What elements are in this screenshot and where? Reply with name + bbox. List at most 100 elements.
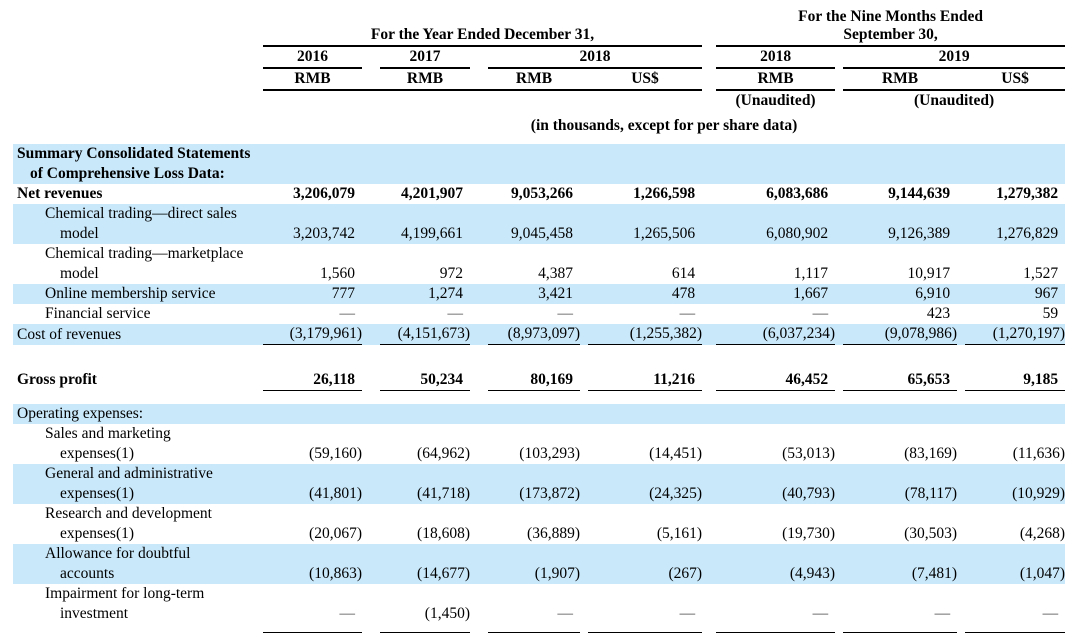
table-row: Gross profit 26,118 50,234 80,169 11,216 46,4… <box>13 356 1066 391</box>
cell-value: (4,268) <box>1019 525 1066 542</box>
unaudited-label-2019: (Unaudited) <box>914 92 995 109</box>
year-ended-group-title: For the Year Ended December 31, <box>370 25 595 43</box>
column-gap <box>580 544 588 584</box>
group-gap <box>702 46 716 68</box>
cell-value: 1,527 <box>1023 265 1059 282</box>
cell-value: 1,667 <box>793 285 829 302</box>
cell-value: (20,067) <box>309 525 362 542</box>
column-gap <box>835 324 843 345</box>
cell-value <box>588 404 702 424</box>
cell-value: 1,276,829 <box>996 225 1059 242</box>
cell-value: (6,037,234) <box>716 324 836 345</box>
cell-value: 478 <box>671 285 696 302</box>
cell-value: (267) <box>668 565 703 582</box>
currency-label: RMB <box>380 68 470 91</box>
row-label: Online membership service <box>13 284 263 304</box>
column-gap <box>957 304 965 324</box>
column-gap <box>835 46 843 68</box>
column-gap <box>580 68 588 91</box>
spacer-cell <box>13 111 263 144</box>
column-gap <box>957 584 965 632</box>
column-gap <box>362 584 380 632</box>
table-row: Sales and marketing expenses(1) (59,160) (6… <box>13 424 1066 464</box>
row-label: Sales and marketing expenses(1) <box>13 424 263 464</box>
cell-value: 3,203,742 <box>293 225 355 242</box>
row-label-line: Impairment for long-term <box>45 585 205 602</box>
cell-value: — <box>339 305 356 322</box>
cell-value: (3,179,961) <box>263 324 362 345</box>
row-label-line: investment <box>60 605 129 622</box>
cell-value: 46,452 <box>716 356 836 391</box>
column-gap <box>580 204 588 244</box>
row-label: Research and development expenses(1) <box>13 504 263 544</box>
cell-value: (40,793) <box>782 485 836 502</box>
column-gap <box>362 304 380 324</box>
currency-label: RMB <box>263 68 362 91</box>
column-gap <box>470 46 488 68</box>
year-col-2017: 2017 <box>380 46 470 69</box>
cell-value: 1,265,506 <box>633 225 696 242</box>
row-label-line: expenses(1) <box>60 445 135 462</box>
cell-value: 9,185 <box>965 356 1066 391</box>
header-group-row: For the Year Ended December 31, For the … <box>13 0 1066 47</box>
column-gap <box>835 284 843 304</box>
cell-value: (7,481) <box>911 565 958 582</box>
group-gap <box>702 68 716 90</box>
column-gap <box>957 404 965 424</box>
column-gap <box>470 144 488 184</box>
header-unaudited-row: (Unaudited) (Unaudited) <box>13 90 1065 111</box>
row-label: Chemical trading—direct sales model <box>13 204 263 244</box>
row-label: Chemical trading—marketplace model <box>13 244 263 284</box>
column-gap <box>470 324 488 345</box>
table-row: Operating expenses: <box>13 404 1066 424</box>
row-label-line: model <box>60 225 99 242</box>
column-gap <box>362 357 380 391</box>
year-col-2019: 2019 <box>843 46 1066 69</box>
spacer-cell <box>13 0 263 46</box>
cell-value: (8,973,097) <box>488 324 580 345</box>
table-row: Financial service — — — — — 423 59 <box>13 304 1066 324</box>
column-gap <box>702 244 716 284</box>
unaudited-label-2018: (Unaudited) <box>735 92 816 109</box>
cell-value: (19,730) <box>782 525 836 542</box>
row-label: Cost of revenues <box>13 324 263 345</box>
column-gap <box>957 144 965 184</box>
cell-value: — <box>716 584 836 633</box>
column-gap <box>362 464 380 504</box>
cell-value: 80,169 <box>488 356 580 391</box>
column-gap <box>580 404 588 424</box>
column-gap <box>835 304 843 324</box>
header-currency-row: RMB RMB RMB US$ RMB RMB US$ <box>13 68 1066 91</box>
column-gap <box>362 204 380 244</box>
cell-value: 1,266,598 <box>633 185 696 202</box>
cell-value: 50,234 <box>380 356 470 391</box>
cell-value: — <box>812 305 829 322</box>
cell-value: (10,929) <box>1012 485 1066 502</box>
row-label-line: expenses(1) <box>60 525 135 542</box>
cell-value <box>263 144 362 184</box>
cell-value: 4,387 <box>538 265 573 282</box>
table-row: Cost of revenues (3,179,961) (4,151,673) (8… <box>13 324 1066 345</box>
column-gap <box>957 284 965 304</box>
column-gap <box>957 464 965 504</box>
column-gap <box>580 504 588 544</box>
currency-label: RMB <box>488 68 580 91</box>
column-gap <box>362 144 380 184</box>
column-gap <box>362 504 380 544</box>
column-gap <box>470 464 488 504</box>
column-gap <box>470 424 488 464</box>
cell-value: 11,216 <box>588 356 703 391</box>
column-gap <box>580 324 588 345</box>
table-row: Net revenues 3,206,079 4,201,907 9,053,266 1… <box>13 184 1066 204</box>
cell-value: (64,962) <box>417 445 470 462</box>
column-gap <box>362 184 380 204</box>
column-gap <box>835 184 843 204</box>
spacer-cell <box>13 90 716 111</box>
column-gap <box>702 504 716 544</box>
spacer-cell <box>13 68 263 90</box>
column-gap <box>835 584 843 632</box>
column-gap <box>835 357 843 391</box>
row-label-line: Chemical trading—marketplace <box>45 245 244 262</box>
column-gap <box>957 544 965 584</box>
cell-value: — <box>843 584 958 633</box>
